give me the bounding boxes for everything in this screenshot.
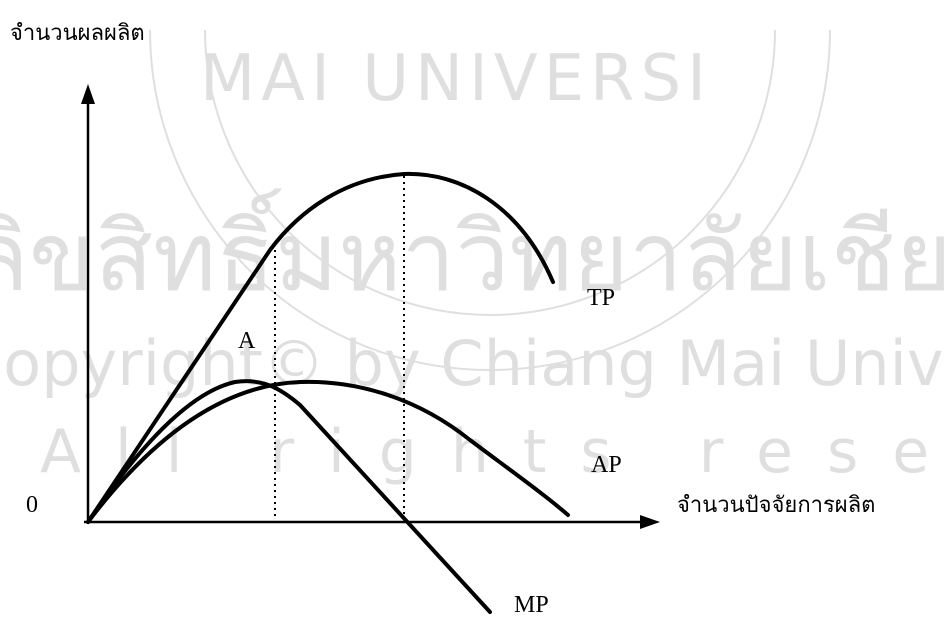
y-axis-arrowhead — [81, 84, 95, 104]
axes — [81, 84, 660, 529]
tp-curve — [86, 171, 555, 524]
curves — [86, 171, 570, 614]
x-axis-label: จำนวนปัจจัยการผลิต — [677, 493, 875, 518]
mp-curve — [86, 379, 492, 614]
watermark-copyright-text: Copyright© by Chiang Mai University — [0, 327, 945, 400]
point-a-label: A — [238, 328, 256, 354]
y-axis-label: จำนวนผลผลิต — [10, 21, 145, 46]
watermark-seal-arc-outer — [149, 29, 831, 371]
x-axis-arrowhead — [640, 515, 660, 529]
tp-label: TP — [587, 285, 615, 311]
mp-label: MP — [514, 592, 549, 618]
watermark-thai-text: ลิขสิทธิ์มหาวิทยาลัยเชียงใหม่ — [0, 188, 945, 313]
ap-label: AP — [591, 452, 622, 478]
origin-label: 0 — [26, 492, 38, 518]
watermark: MAI UNIVERSI ลิขสิทธิ์มหาวิทยาลัยเชียงให… — [0, 29, 945, 487]
ap-curve — [86, 379, 570, 524]
watermark-rights-text: All rights reserved — [40, 417, 945, 487]
watermark-seal-arc-inner — [204, 29, 776, 316]
watermark-arc-text: MAI UNIVERSI — [200, 42, 712, 116]
